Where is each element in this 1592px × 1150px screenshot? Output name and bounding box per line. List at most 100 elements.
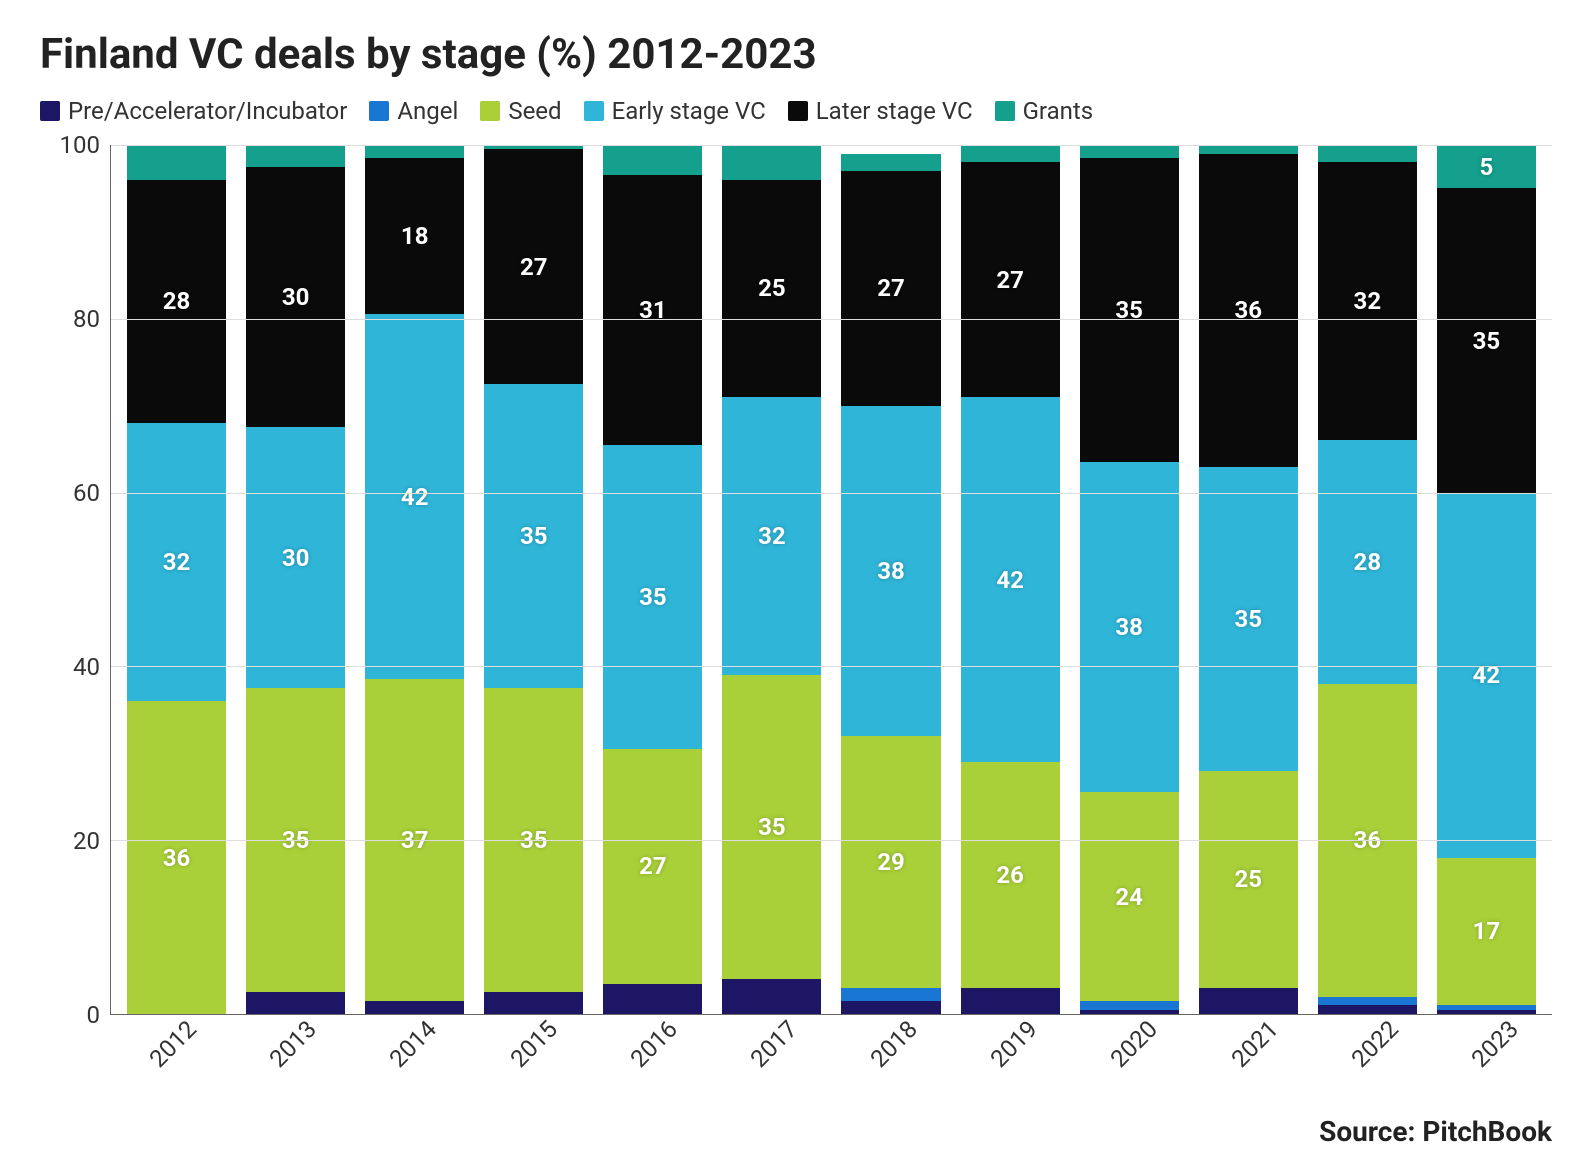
bar-segment-grants (841, 154, 940, 171)
bar-column: 353225 (722, 145, 821, 1014)
y-tick-label: 60 (73, 479, 100, 507)
bar-segment-grants (603, 145, 702, 175)
legend-item-grants: Grants (995, 97, 1094, 125)
bar-segment-grants: 5 (1437, 145, 1536, 188)
bar-column: 24 38 35 (1080, 145, 1179, 1014)
legend-swatch (995, 101, 1015, 121)
bar-segment-seed: 24 (1080, 792, 1179, 1001)
bar-segment-later: 32 (1318, 162, 1417, 440)
segment-value-label: 27 (996, 266, 1024, 294)
bars-container: 3632283530303742183535272735313532252938… (111, 145, 1552, 1014)
bar-segment-early: 32 (127, 423, 226, 701)
bar-segment-early: 35 (603, 445, 702, 749)
bar-segment-grants (1318, 145, 1417, 162)
segment-value-label: 38 (877, 557, 905, 585)
segment-value-label: 42 (1473, 661, 1501, 689)
segment-value-label: 27 (639, 852, 667, 880)
bar-segment-early: 30 (246, 427, 345, 688)
bar-segment-seed: 26 (961, 762, 1060, 988)
segment-value-label: 35 (1115, 296, 1143, 324)
segment-value-label: 28 (1354, 548, 1382, 576)
segment-value-label: 17 (1473, 917, 1501, 945)
segment-value-label: 5 (1480, 153, 1494, 181)
bar-segment-later: 35 (1437, 188, 1536, 492)
legend-label: Pre/Accelerator/Incubator (68, 97, 347, 125)
bar-segment-early: 42 (961, 397, 1060, 762)
bar-segment-seed: 36 (127, 701, 226, 1014)
bar-segment-grants (1199, 145, 1298, 154)
y-tick-label: 100 (60, 131, 100, 159)
chart-area: 020406080100 363228353030374218353527273… (40, 145, 1552, 1015)
segment-value-label: 30 (282, 544, 310, 572)
segment-value-label: 32 (163, 548, 191, 576)
bar-segment-later: 35 (1080, 158, 1179, 462)
legend-item-pre: Pre/Accelerator/Incubator (40, 97, 347, 125)
segment-value-label: 35 (639, 583, 667, 611)
bar-column: 362832 (1318, 145, 1417, 1014)
bar-segment-seed: 29 (841, 736, 940, 988)
legend-item-early: Early stage VC (584, 97, 766, 125)
y-axis: 020406080100 (40, 145, 110, 1015)
bar-segment-early: 28 (1318, 440, 1417, 683)
legend-label: Angel (397, 97, 458, 125)
segment-value-label: 38 (1115, 613, 1143, 641)
segment-value-label: 42 (996, 566, 1024, 594)
legend-item-seed: Seed (480, 97, 561, 125)
bar-segment-seed: 17 (1437, 858, 1536, 1006)
bar-segment-later: 30 (246, 167, 345, 428)
gridline (111, 666, 1552, 667)
bar-column: 29 38 27 (841, 145, 940, 1014)
segment-value-label: 27 (877, 274, 905, 302)
bar-segment-early: 32 (722, 397, 821, 675)
bar-column: 26 42 27 (961, 145, 1060, 1014)
segment-value-label: 18 (401, 222, 429, 250)
bar-segment-seed: 25 (1199, 771, 1298, 988)
bar-segment-later: 31 (603, 175, 702, 444)
legend-swatch (40, 101, 60, 121)
source-text: Source: PitchBook (40, 1115, 1552, 1148)
bar-segment-seed: 27 (603, 749, 702, 984)
segment-value-label: 27 (520, 253, 548, 281)
bar-segment-grants (246, 145, 345, 167)
segment-value-label: 31 (639, 296, 667, 324)
segment-value-label: 28 (163, 287, 191, 315)
bar-column: 353527 (484, 145, 583, 1014)
segment-value-label: 32 (758, 522, 786, 550)
y-tick-label: 0 (87, 1001, 101, 1029)
legend-item-angel: Angel (369, 97, 458, 125)
legend-label: Later stage VC (816, 97, 973, 125)
gridline (111, 145, 1552, 146)
bar-segment-early: 35 (484, 384, 583, 688)
legend-label: Early stage VC (612, 97, 766, 125)
legend-swatch (584, 101, 604, 121)
gridline (111, 840, 1552, 841)
bar-column: 27 35 31 (603, 145, 702, 1014)
bar-segment-early: 42 (1437, 493, 1536, 858)
bar-column: 253536 (1199, 145, 1298, 1014)
bar-segment-later: 36 (1199, 154, 1298, 467)
bar-segment-early: 38 (1080, 462, 1179, 792)
bar-segment-grants (1080, 145, 1179, 158)
bar-column: 353030 (246, 145, 345, 1014)
bar-segment-grants (365, 145, 464, 158)
bar-column: 36 32 28 (127, 145, 226, 1014)
bar-segment-later: 25 (722, 180, 821, 397)
bar-segment-later: 27 (841, 171, 940, 406)
bar-segment-later: 28 (127, 180, 226, 423)
legend-swatch (480, 101, 500, 121)
segment-value-label: 32 (1354, 287, 1382, 315)
plot-area: 3632283530303742183535272735313532252938… (110, 145, 1552, 1015)
x-axis: 2012201320142015201620172018201920202021… (110, 1015, 1552, 1095)
bar-column: 374218 (365, 145, 464, 1014)
chart-title: Finland VC deals by stage (%) 2012-2023 (40, 30, 1552, 79)
segment-value-label: 25 (758, 274, 786, 302)
bar-segment-later: 27 (961, 162, 1060, 397)
segment-value-label: 25 (1234, 865, 1262, 893)
bar-segment-later: 27 (484, 149, 583, 384)
segment-value-label: 35 (520, 522, 548, 550)
legend-swatch (788, 101, 808, 121)
legend: Pre/Accelerator/Incubator Angel Seed Early … (40, 97, 1552, 125)
segment-value-label: 29 (877, 848, 905, 876)
y-tick-label: 20 (73, 827, 100, 855)
y-tick-label: 80 (73, 305, 100, 333)
